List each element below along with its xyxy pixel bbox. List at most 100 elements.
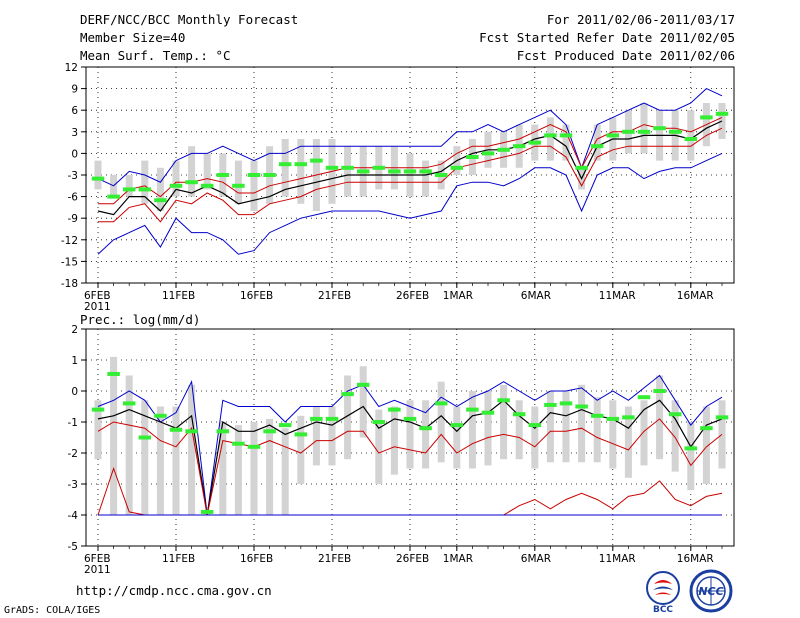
- y-tick-label: -9: [68, 213, 78, 225]
- bcc-logo-text: BCC: [653, 605, 673, 614]
- median-marker: [715, 415, 729, 420]
- spread-box: [281, 139, 289, 197]
- median-marker: [325, 165, 339, 170]
- x-tick-label: 6FEB: [84, 553, 111, 565]
- spread-box: [375, 409, 383, 484]
- panel-precipitation: 6FEB 11FEB 16FEB 21FEB 26FEB 1MAR 6MAR 11MAR 16M…: [68, 324, 735, 576]
- median-marker: [528, 423, 542, 428]
- median-marker: [590, 144, 604, 149]
- bcc-logo-icon: BCC: [646, 571, 680, 614]
- series-inner-lower: [98, 127, 723, 223]
- forecast-period: For 2011/02/06-2011/03/17: [546, 12, 735, 27]
- precip-panel-title: Prec.: log(mm/d): [80, 312, 201, 327]
- median-marker: [310, 416, 323, 421]
- series-outer-upper: [97, 374, 723, 516]
- x-year-label: 2011: [84, 564, 111, 576]
- spread-box: [344, 375, 352, 460]
- member-size-label: Member Size=40: [80, 30, 186, 45]
- median-marker: [247, 173, 261, 177]
- x-tick-label: 16FEB: [240, 553, 273, 565]
- spread-box: [250, 160, 258, 211]
- y-tick-label: 6: [71, 105, 78, 117]
- median-marker: [185, 429, 198, 434]
- spread-box: [640, 400, 648, 466]
- spread-box: [624, 406, 632, 478]
- spread-box: [687, 110, 695, 161]
- spread-box: [453, 406, 461, 469]
- median-marker: [107, 371, 120, 376]
- median-marker: [232, 183, 245, 188]
- y-tick-label: -18: [61, 278, 78, 290]
- spread-box: [656, 375, 664, 460]
- y-tick-label: -1: [68, 417, 78, 429]
- spread-box: [125, 175, 133, 197]
- median-marker: [715, 111, 729, 116]
- y-tick-label: 0: [71, 148, 78, 160]
- median-marker: [341, 165, 354, 170]
- x-tick-label: 26FEB: [396, 290, 429, 302]
- median-marker: [700, 426, 713, 431]
- x-tick-label: 6MAR: [521, 553, 551, 565]
- spread-box: [422, 160, 430, 197]
- spread-box: [266, 418, 274, 515]
- median-marker: [247, 444, 261, 449]
- spread-box: [562, 391, 570, 463]
- median-marker: [637, 395, 651, 400]
- series-inner-upper: [97, 418, 723, 516]
- x-tick-label: 11FEB: [162, 290, 195, 302]
- x-tick-label: 6MAR: [521, 290, 551, 302]
- median-marker: [481, 410, 495, 415]
- x-tick-label: 6FEB: [84, 290, 111, 302]
- spread-box: [156, 167, 164, 211]
- median-marker: [590, 413, 604, 418]
- y-tick-label: -15: [61, 256, 78, 268]
- spread-box: [250, 422, 258, 515]
- spread-box: [609, 400, 617, 469]
- series-outer-upper: [97, 88, 723, 187]
- spread-box: [94, 160, 102, 190]
- spread-box: [203, 153, 211, 190]
- spread-box: [671, 400, 679, 472]
- median-marker: [653, 126, 666, 131]
- spread-box: [172, 160, 180, 197]
- panel-temperature: 6FEB 11FEB 16FEB 21FEB 26FEB 1MAR 6MAR 11MAR 16M…: [61, 62, 735, 313]
- spread-box: [328, 406, 336, 466]
- spread-box: [359, 366, 367, 438]
- x-tick-label: 11MAR: [599, 290, 636, 302]
- y-tick-label: 12: [65, 62, 78, 74]
- spread-box: [702, 406, 710, 484]
- spread-box: [312, 406, 320, 466]
- chart-title: DERF/NCC/BCC Monthly Forecast: [80, 12, 299, 27]
- spread-box: [297, 415, 305, 484]
- x-tick-label: 26FEB: [396, 553, 429, 565]
- median-marker: [278, 423, 292, 428]
- ncc-logo-text: NCC: [698, 585, 723, 598]
- spread-box: [468, 391, 476, 469]
- grads-credit: GrADS: COLA/IGES: [4, 605, 101, 616]
- x-tick-label: 16MAR: [677, 553, 714, 565]
- source-url[interactable]: http://cmdp.ncc.cma.gov.cn: [76, 583, 272, 598]
- series-mean: [97, 399, 723, 516]
- y-tick-label: -6: [68, 192, 79, 204]
- median-marker: [263, 173, 276, 177]
- median-marker: [122, 401, 136, 406]
- variable-label: Mean Surf. Temp.: °C: [80, 48, 231, 63]
- spread-box: [422, 400, 430, 469]
- median-marker: [388, 407, 401, 412]
- median-marker: [512, 144, 526, 149]
- spread-box: [406, 400, 414, 469]
- median-marker: [544, 133, 557, 138]
- spread-box: [188, 384, 196, 515]
- median-marker: [528, 140, 542, 145]
- median-marker: [169, 183, 183, 188]
- median-marker: [559, 133, 573, 138]
- median-marker: [450, 423, 464, 428]
- median-marker: [341, 392, 354, 397]
- spread-box: [172, 406, 180, 515]
- median-marker: [91, 407, 105, 412]
- median-marker: [325, 416, 339, 421]
- y-tick-label: 9: [71, 84, 78, 96]
- spread-box: [188, 146, 196, 197]
- median-marker: [216, 429, 230, 434]
- series-outer-lower: [97, 152, 723, 255]
